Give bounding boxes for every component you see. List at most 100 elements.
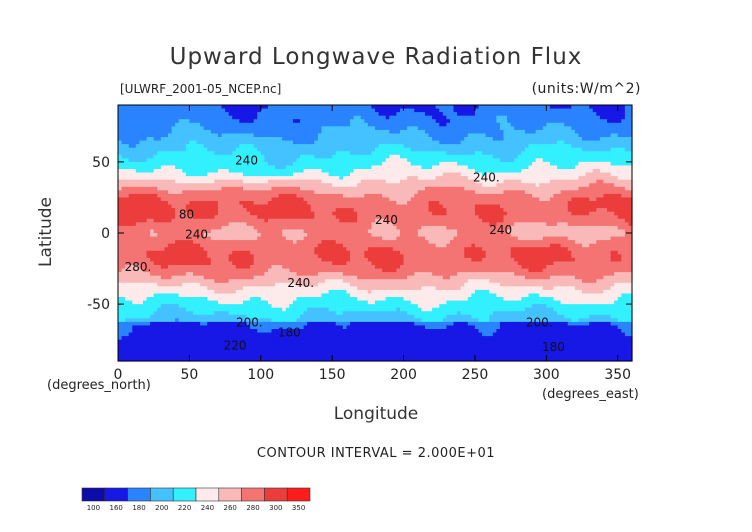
heatmap-cell [146,254,208,259]
heatmap-cell [482,257,515,263]
heatmap-cell [499,325,619,330]
heatmap-cell [250,250,315,255]
heatmap-cell [118,250,148,255]
x-tick-label: 100 [247,367,274,383]
heatmap-cell [549,105,572,110]
heatmap-cell [582,147,612,152]
heatmap-cell [118,261,155,266]
heatmap-cell [292,300,369,305]
heatmap-cell [118,339,633,344]
heatmap-cell [528,144,572,149]
heatmap-cell [467,133,487,138]
heatmap-cell [246,321,308,327]
heatmap-cell [567,204,633,209]
heatmap-cell [460,140,558,145]
heatmap-cell [335,208,355,213]
heatmap-cell [121,336,633,341]
heatmap-cell [164,247,205,252]
contour-label: 240 [375,213,398,227]
heatmap-cell [407,158,501,163]
heatmap-cell [578,176,619,181]
heatmap-cell [474,325,501,330]
x-tick-label: 150 [319,367,346,383]
heatmap-cell [507,119,608,124]
heatmap-cell [253,201,269,206]
heatmap-cell [574,129,633,135]
heatmap-cell [357,211,433,216]
heatmap-cell [210,257,230,263]
contour-label: 180 [542,340,565,354]
heatmap-cell [182,169,219,174]
heatmap-cell [464,137,494,142]
heatmap-cell [603,193,622,199]
heatmap-cell [246,314,301,319]
x-tick-label: 200 [390,367,417,383]
heatmap-cell [253,261,333,266]
heatmap-cell [189,211,219,216]
heatmap-cell [282,233,308,238]
colorbar-swatch [127,487,151,502]
heatmap-cell [589,211,615,216]
heatmap-cell [221,186,244,191]
heatmap-cell [175,165,276,170]
heatmap-cell [549,161,580,167]
heatmap-cell [317,137,433,142]
heatmap-cell [160,165,176,170]
heatmap-cell [153,261,212,266]
heatmap-cell [446,300,562,305]
heatmap-cell [118,129,173,135]
heatmap-cell [424,236,455,241]
heatmap-cell [335,240,430,245]
heatmap-cell [557,140,565,145]
heatmap-cell [167,243,201,248]
heatmap-cell [167,133,219,138]
heatmap-cell [135,144,187,149]
heatmap-cell [524,275,551,280]
heatmap-cell [424,129,505,135]
heatmap-cell [610,147,626,152]
heatmap-cell [118,215,176,220]
heatmap-cell [396,225,423,231]
heatmap-cell [146,158,265,163]
heatmap-cell [118,343,633,348]
heatmap-cell [596,179,605,184]
heatmap-cell [118,275,162,280]
heatmap-cell [499,158,515,163]
heatmap-cell [253,225,373,231]
heatmap-cell [567,247,633,252]
heatmap-cell [118,179,176,184]
heatmap-cell [442,275,451,280]
heatmap-cell [471,257,483,263]
heatmap-cell [118,190,169,195]
heatmap-cell [118,357,633,362]
heatmap-cell [489,318,572,323]
heatmap-cell [321,169,355,174]
heatmap-cell [307,307,330,312]
heatmap-cell [385,297,405,302]
heatmap-cell [553,297,619,302]
heatmap-cell [257,236,287,241]
heatmap-cell [350,293,472,298]
heatmap-cell [442,318,480,323]
heatmap-cell [489,314,565,319]
contour-label: 180 [278,326,301,340]
heatmap-cell [228,279,326,284]
heatmap-cell [460,286,544,291]
heatmap-cell [271,265,283,270]
heatmap-cell [567,222,630,227]
heatmap-cell [371,225,398,231]
heatmap-cell [507,229,626,234]
heatmap-cell [489,289,583,295]
heatmap-cell [314,211,333,216]
heatmap-cell [535,183,540,188]
heatmap-cell [389,115,433,120]
heatmap-cell [167,265,237,270]
heatmap-cell [314,247,348,252]
heatmap-cell [192,240,294,245]
heatmap-cell [217,300,244,305]
heatmap-cell [171,204,187,209]
heatmap-cell [118,268,123,273]
heatmap-cell [528,268,544,273]
heatmap-cell [496,183,537,188]
